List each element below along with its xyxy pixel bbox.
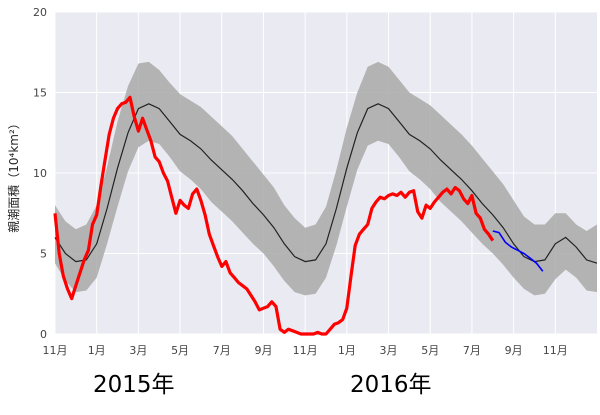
forecast-line <box>492 230 544 272</box>
x-tick-label: 7月 <box>213 344 231 357</box>
year-label-2015: 2015年 <box>93 372 175 398</box>
year-label-2016: 2016年 <box>350 372 432 398</box>
x-tick-label: 3月 <box>129 344 147 357</box>
x-tick-label: 9月 <box>254 344 272 357</box>
x-tick-label: 1月 <box>338 344 356 357</box>
x-tick-label: 9月 <box>505 344 523 357</box>
range-band <box>55 61 597 296</box>
y-axis-label: 親潮面積（10⁴km²） <box>6 117 21 233</box>
observed-line <box>53 95 495 336</box>
y-tick-label: 15 <box>33 87 47 100</box>
x-tick-labels: 11月 1月 3月 5月 7月 9月 11月 1月 3月 5月 7月 9月 11月 <box>43 344 568 357</box>
y-tick-label: 20 <box>33 6 47 19</box>
y-tick-labels: 0 5 10 15 20 <box>33 6 47 341</box>
x-tick-label: 11月 <box>293 344 318 357</box>
y-tick-label: 0 <box>40 328 47 341</box>
x-tick-label: 5月 <box>171 344 189 357</box>
y-tick-label: 10 <box>33 167 47 180</box>
x-tick-label: 11月 <box>543 344 568 357</box>
x-tick-label: 3月 <box>380 344 398 357</box>
x-tick-label: 1月 <box>88 344 106 357</box>
mean-line <box>54 103 598 264</box>
y-tick-label: 5 <box>40 248 47 261</box>
x-tick-label: 7月 <box>463 344 481 357</box>
x-tick-label: 5月 <box>421 344 439 357</box>
x-tick-label: 11月 <box>43 344 68 357</box>
